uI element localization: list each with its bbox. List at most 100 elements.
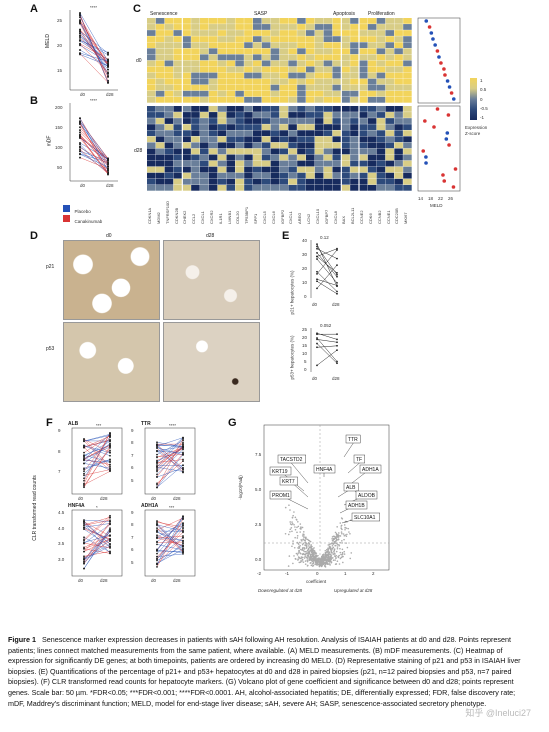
panel-g-down: Downregulated at d28 — [258, 588, 303, 593]
heatmap-cell — [208, 78, 218, 85]
point — [83, 446, 85, 449]
heatmap-cell — [261, 118, 271, 124]
ihc-p21-d28 — [163, 240, 260, 320]
heatmap-cell — [350, 24, 359, 30]
heatmap-cell — [200, 30, 209, 36]
gene-label: CXCL8 — [332, 211, 338, 224]
point — [182, 527, 184, 530]
pair-line — [156, 545, 184, 561]
gene-label: CCNB2 — [376, 210, 382, 224]
heatmap-cell — [182, 118, 191, 124]
gene-point — [349, 557, 352, 560]
point — [107, 58, 109, 61]
heatmap-cell — [279, 142, 289, 149]
point — [336, 285, 338, 288]
heatmap-cell — [182, 178, 191, 185]
heatmap-cell — [367, 36, 377, 42]
heatmap-cell — [182, 142, 191, 149]
point — [156, 483, 158, 486]
point — [316, 258, 318, 260]
pair-line — [83, 456, 111, 471]
pair-line — [83, 529, 111, 564]
heatmap-cell — [306, 118, 315, 124]
heatmap-cell — [147, 42, 156, 49]
gene-point — [300, 539, 302, 541]
f-plot-svg — [144, 427, 196, 495]
heatmap-cell — [173, 72, 183, 79]
heatmap-cell — [306, 66, 315, 73]
pair-line — [83, 524, 111, 544]
heatmap-cell — [235, 106, 244, 112]
heatmap-cell — [359, 136, 368, 143]
heatmap-cell — [270, 36, 280, 42]
heatmap-cell — [244, 24, 253, 30]
heatmap-cell — [279, 96, 289, 103]
gene-point — [335, 563, 338, 565]
gene-label: CXCL5 — [261, 211, 267, 224]
gene-point — [310, 549, 312, 551]
heatmap-cell — [147, 78, 156, 85]
gene-point — [332, 557, 334, 559]
gene-point — [289, 523, 292, 525]
point — [83, 536, 85, 539]
heatmap-cell — [226, 42, 236, 49]
heatmap-cell — [385, 154, 395, 161]
gene-point — [312, 562, 315, 565]
point — [336, 362, 338, 365]
heatmap-cell — [226, 96, 236, 103]
panel-e-top-tick: 10 — [302, 280, 308, 285]
gene-point — [317, 560, 320, 563]
point — [182, 530, 184, 533]
heatmap-cell — [376, 96, 386, 103]
heatmap-cell — [385, 36, 395, 42]
heatmap-cell — [350, 42, 359, 49]
heatmap-cell — [217, 54, 227, 61]
f-plot-tick: 4.5 — [58, 510, 65, 515]
heatmap-cell — [376, 66, 386, 73]
heatmap-cell — [164, 54, 174, 61]
gene-label: SLC10A1 — [354, 515, 376, 521]
heatmap-cell — [359, 48, 368, 55]
heatmap-cell — [208, 124, 218, 130]
heatmap-cell — [323, 90, 333, 97]
gene-point — [291, 521, 293, 523]
point — [156, 466, 158, 469]
heatmap-cell — [385, 130, 395, 137]
label-box — [359, 464, 382, 474]
heatmap-cell — [244, 60, 253, 67]
heatmap-cell — [367, 60, 377, 67]
heatmap-cell — [288, 42, 297, 49]
point — [182, 523, 184, 525]
gene-point — [331, 544, 334, 547]
gene-point — [304, 536, 307, 539]
pair-line — [316, 258, 338, 284]
heatmap-cell — [270, 48, 280, 55]
heatmap-cell — [217, 72, 227, 79]
gene-point — [288, 555, 291, 557]
heatmap-cell — [306, 130, 315, 137]
point — [109, 449, 111, 452]
pair-line — [83, 523, 111, 528]
heatmap-cell — [155, 130, 165, 137]
heatmap-cell — [385, 54, 395, 61]
heatmap-cell — [385, 112, 395, 118]
gene-point — [327, 557, 329, 560]
pair-line — [316, 339, 338, 343]
heatmap-cell — [261, 78, 271, 85]
heatmap-cell — [385, 84, 395, 91]
f-plot-x: d0 — [151, 496, 157, 501]
heatmap-cell — [385, 90, 395, 97]
heatmap-cell — [288, 18, 297, 24]
heatmap-cell — [173, 42, 183, 49]
heatmap-cell — [235, 130, 244, 137]
heatmap-cell — [173, 84, 183, 91]
point — [336, 282, 338, 284]
pair-line — [156, 520, 184, 531]
pair-line — [79, 121, 109, 160]
heatmap-cell — [208, 84, 218, 91]
heatmap-cell — [279, 172, 289, 179]
heatmap-cell — [385, 118, 395, 124]
meld-point — [432, 125, 436, 129]
point — [83, 522, 85, 525]
point — [156, 450, 158, 453]
